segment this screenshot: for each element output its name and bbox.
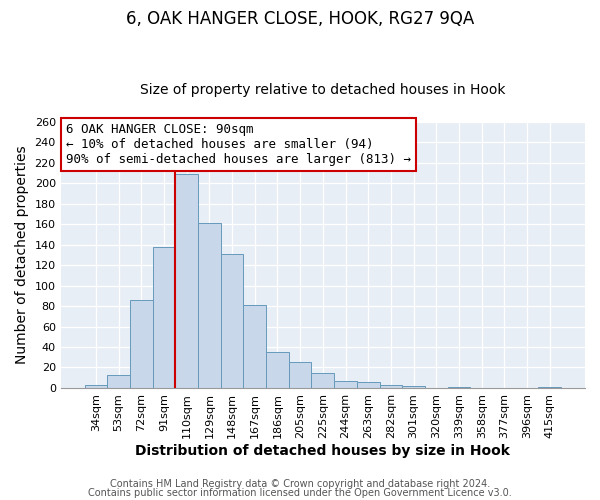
Bar — [334, 381, 357, 388]
Title: Size of property relative to detached houses in Hook: Size of property relative to detached ho… — [140, 83, 506, 97]
Bar — [85, 385, 107, 388]
Text: Contains public sector information licensed under the Open Government Licence v3: Contains public sector information licen… — [88, 488, 512, 498]
Bar — [221, 254, 244, 388]
Bar — [289, 362, 311, 388]
Bar — [538, 387, 561, 388]
Text: Contains HM Land Registry data © Crown copyright and database right 2024.: Contains HM Land Registry data © Crown c… — [110, 479, 490, 489]
Bar — [152, 246, 175, 388]
Bar — [130, 300, 152, 388]
Text: 6, OAK HANGER CLOSE, HOOK, RG27 9QA: 6, OAK HANGER CLOSE, HOOK, RG27 9QA — [126, 10, 474, 28]
Bar — [266, 352, 289, 388]
Bar — [175, 174, 198, 388]
Bar — [198, 223, 221, 388]
X-axis label: Distribution of detached houses by size in Hook: Distribution of detached houses by size … — [136, 444, 510, 458]
Bar — [380, 385, 402, 388]
Bar — [107, 374, 130, 388]
Y-axis label: Number of detached properties: Number of detached properties — [15, 146, 29, 364]
Bar — [402, 386, 425, 388]
Bar — [311, 372, 334, 388]
Bar — [448, 387, 470, 388]
Bar — [244, 305, 266, 388]
Text: 6 OAK HANGER CLOSE: 90sqm
← 10% of detached houses are smaller (94)
90% of semi-: 6 OAK HANGER CLOSE: 90sqm ← 10% of detac… — [66, 123, 411, 166]
Bar — [357, 382, 380, 388]
